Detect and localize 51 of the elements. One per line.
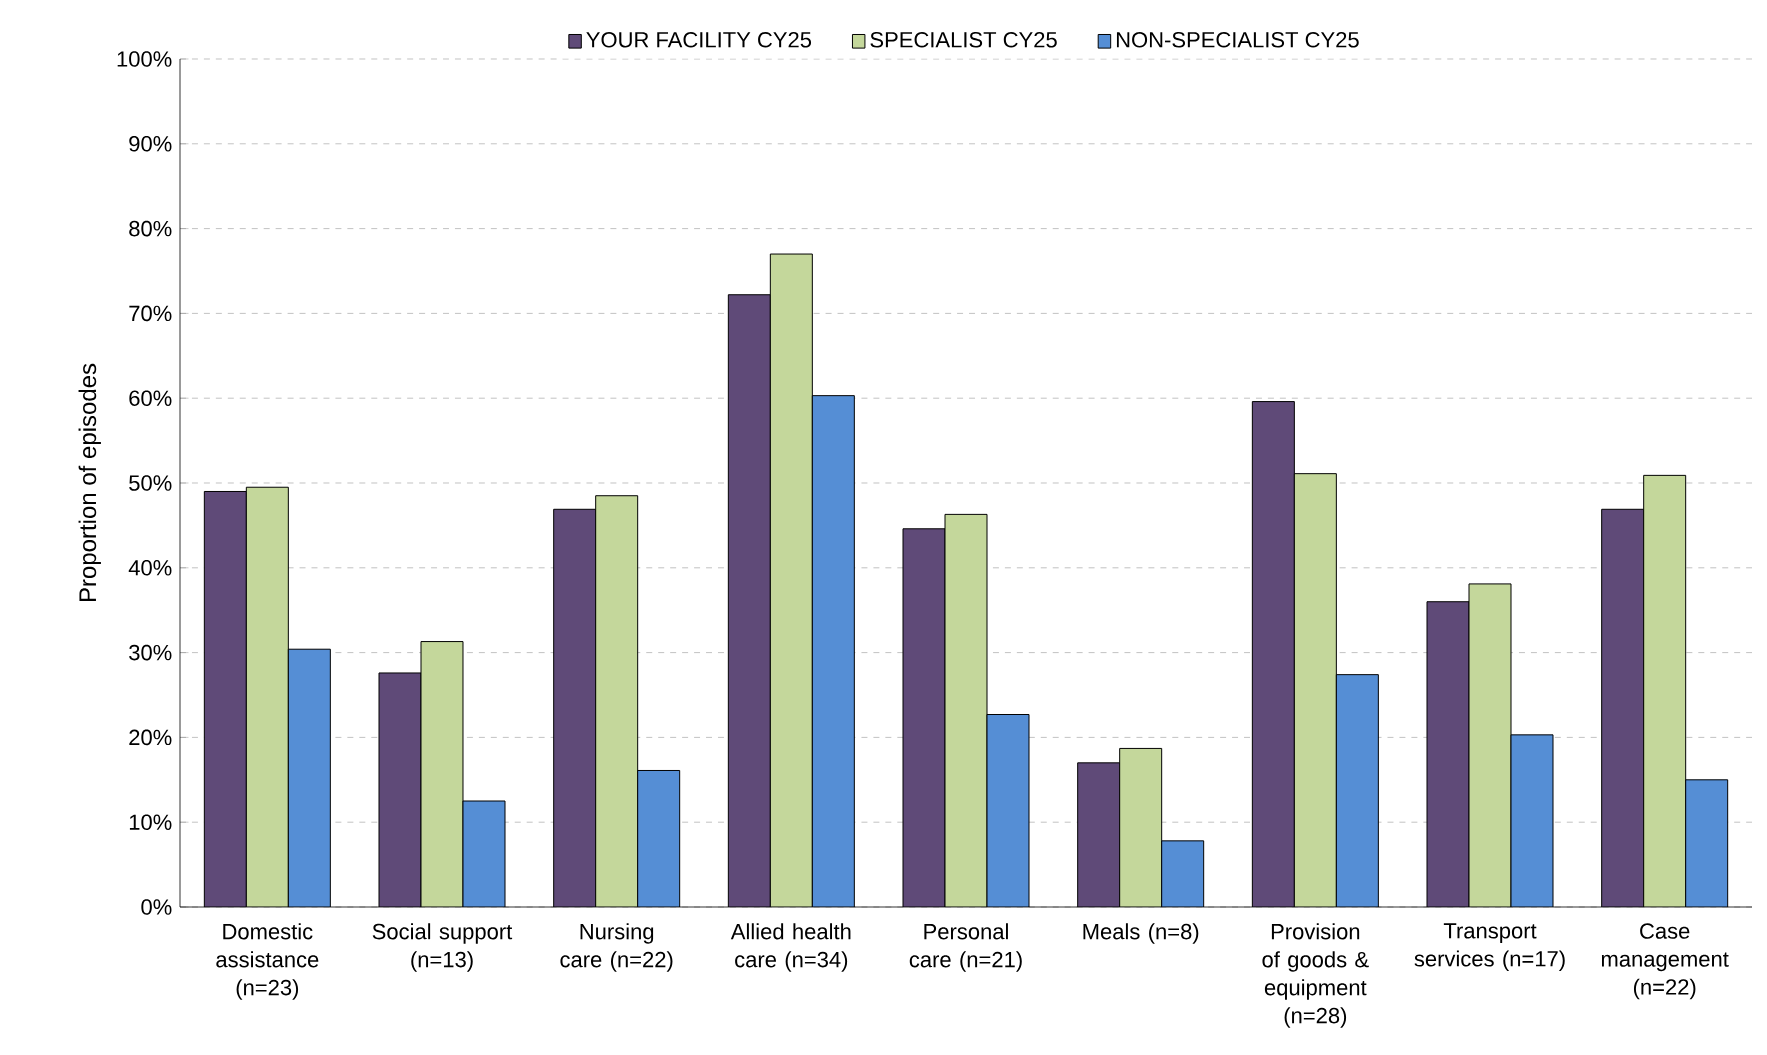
bar xyxy=(728,294,771,907)
x-tick-label: Domestic assistance (n=23) xyxy=(216,923,319,1000)
x-tick-label: Meals (n=8) xyxy=(1083,923,1199,944)
bar xyxy=(1119,748,1162,907)
x-tick-label: Provision of goods & equipment (n=28) xyxy=(1262,923,1369,1028)
y-tick-label: 0% xyxy=(141,899,172,915)
bar xyxy=(1601,508,1645,907)
x-tick-label: Personal care (n=21) xyxy=(909,923,1022,972)
bar xyxy=(1252,401,1295,907)
bar xyxy=(1077,762,1120,907)
bar xyxy=(1511,734,1554,907)
y-tick-label: 50% xyxy=(129,475,172,491)
bar xyxy=(1161,840,1204,907)
bar xyxy=(553,509,596,907)
bar xyxy=(812,395,855,907)
x-tick-label: Transport services (n=17) xyxy=(1414,923,1565,971)
bar xyxy=(379,672,421,907)
y-tick-label: 80% xyxy=(129,220,172,237)
y-tick-label: 40% xyxy=(128,559,172,576)
bar xyxy=(421,641,463,907)
bar xyxy=(637,770,680,907)
bar xyxy=(246,487,289,907)
bar xyxy=(1427,601,1470,907)
bar xyxy=(770,254,813,907)
y-tick-label: 30% xyxy=(129,644,172,661)
y-tick-label: 90% xyxy=(129,135,172,152)
legend-label: SPECIALIST CY25 xyxy=(870,31,1057,48)
x-tick-label: Allied health care (n=34) xyxy=(730,923,851,972)
bar xyxy=(288,649,331,907)
bar xyxy=(987,714,1030,907)
bar xyxy=(1685,779,1729,907)
bar xyxy=(945,514,988,907)
bar xyxy=(903,528,946,907)
y-tick-label: 70% xyxy=(129,305,172,322)
y-tick-label: 20% xyxy=(129,729,172,746)
bar xyxy=(1469,583,1512,907)
bar xyxy=(1294,473,1337,907)
legend-label: NON-SPECIALIST CY25 xyxy=(1116,31,1359,48)
y-tick-label: 10% xyxy=(129,814,172,830)
bar xyxy=(463,801,506,907)
y-axis-title: Proportion of episodes xyxy=(78,363,101,602)
x-tick-label: Case management (n=22) xyxy=(1601,923,1729,1000)
bar xyxy=(595,495,638,907)
x-tick-label: Nursing care (n=22) xyxy=(560,923,673,972)
bar xyxy=(204,491,247,907)
legend-label: YOUR FACILITY CY25 xyxy=(586,31,812,48)
y-tick-label: 100% xyxy=(117,51,172,67)
bar xyxy=(1643,474,1687,907)
x-tick-label: Social support (n=13) xyxy=(372,923,513,972)
bar xyxy=(1336,674,1379,907)
y-tick-label: 60% xyxy=(129,390,172,406)
